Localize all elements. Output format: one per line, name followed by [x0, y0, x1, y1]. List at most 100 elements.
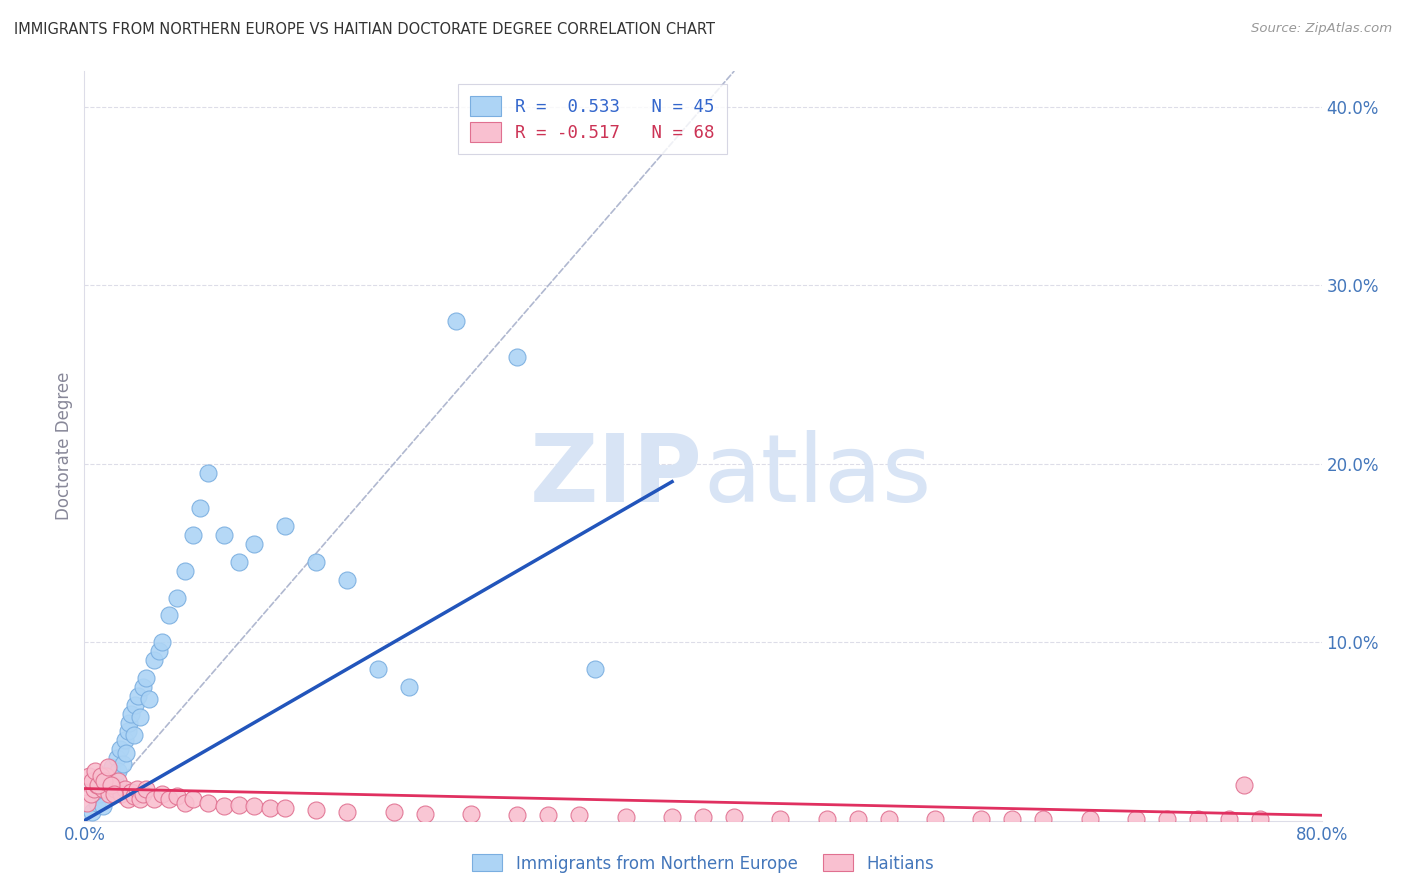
Point	[367, 662, 389, 676]
Point	[135, 671, 157, 685]
Point	[877, 812, 900, 826]
Text: Source: ZipAtlas.com: Source: ZipAtlas.com	[1251, 22, 1392, 36]
Point	[125, 781, 148, 796]
Point	[188, 501, 211, 516]
Point	[174, 564, 197, 578]
Point	[181, 528, 204, 542]
Point	[692, 810, 714, 824]
Point	[117, 792, 139, 806]
Legend: Immigrants from Northern Europe, Haitians: Immigrants from Northern Europe, Haitian…	[465, 847, 941, 880]
Point	[259, 801, 281, 815]
Point	[243, 537, 266, 551]
Point	[537, 808, 560, 822]
Point	[413, 806, 436, 821]
Point	[143, 653, 166, 667]
Point	[150, 635, 173, 649]
Point	[166, 591, 188, 605]
Point	[132, 787, 155, 801]
Point	[444, 314, 467, 328]
Point	[124, 698, 146, 712]
Point	[114, 781, 136, 796]
Point	[1032, 812, 1054, 826]
Point	[1249, 812, 1271, 826]
Point	[135, 781, 157, 796]
Point	[924, 812, 946, 826]
Point	[769, 812, 792, 826]
Point	[583, 662, 606, 676]
Point	[101, 778, 124, 792]
Point	[107, 774, 129, 789]
Point	[82, 805, 104, 819]
Point	[98, 787, 121, 801]
Point	[305, 555, 328, 569]
Point	[90, 769, 112, 783]
Point	[89, 787, 111, 801]
Point	[228, 797, 250, 812]
Point	[86, 796, 108, 810]
Point	[107, 764, 129, 778]
Point	[96, 769, 118, 783]
Text: ZIP: ZIP	[530, 430, 703, 522]
Point	[138, 692, 160, 706]
Point	[117, 724, 139, 739]
Point	[305, 803, 328, 817]
Point	[101, 760, 124, 774]
Point	[197, 796, 219, 810]
Point	[100, 778, 122, 792]
Point	[104, 774, 127, 789]
Legend: R =  0.533   N = 45, R = -0.517   N = 68: R = 0.533 N = 45, R = -0.517 N = 68	[458, 84, 727, 154]
Point	[1218, 812, 1240, 826]
Point	[96, 760, 118, 774]
Point	[143, 792, 166, 806]
Point	[1078, 812, 1101, 826]
Point	[84, 764, 107, 778]
Point	[661, 810, 683, 824]
Point	[91, 799, 114, 814]
Point	[181, 792, 204, 806]
Point	[970, 812, 993, 826]
Point	[398, 680, 420, 694]
Point	[118, 715, 141, 730]
Point	[86, 778, 108, 792]
Point	[197, 466, 219, 480]
Point	[174, 796, 197, 810]
Point	[82, 774, 104, 789]
Point	[815, 812, 838, 826]
Point	[91, 781, 114, 796]
Point	[108, 742, 131, 756]
Point	[122, 789, 145, 803]
Point	[614, 810, 637, 824]
Point	[87, 778, 110, 792]
Point	[127, 689, 149, 703]
Point	[166, 789, 188, 803]
Point	[212, 799, 235, 814]
Point	[723, 810, 745, 824]
Point	[89, 774, 111, 789]
Point	[114, 733, 136, 747]
Point	[120, 785, 142, 799]
Point	[103, 787, 125, 801]
Point	[243, 799, 266, 814]
Y-axis label: Doctorate Degree: Doctorate Degree	[55, 372, 73, 520]
Point	[129, 710, 152, 724]
Text: atlas: atlas	[703, 430, 931, 522]
Point	[382, 805, 405, 819]
Point	[1156, 812, 1178, 826]
Point	[506, 808, 529, 822]
Point	[1125, 812, 1147, 826]
Point	[336, 573, 359, 587]
Point	[159, 792, 180, 806]
Point	[159, 608, 180, 623]
Point	[77, 769, 100, 783]
Point	[228, 555, 250, 569]
Point	[98, 781, 121, 796]
Point	[112, 756, 135, 771]
Point	[79, 787, 101, 801]
Point	[460, 806, 482, 821]
Point	[93, 778, 115, 792]
Point	[846, 812, 869, 826]
Point	[93, 774, 115, 789]
Point	[104, 781, 127, 796]
Point	[150, 787, 173, 801]
Point	[274, 519, 297, 533]
